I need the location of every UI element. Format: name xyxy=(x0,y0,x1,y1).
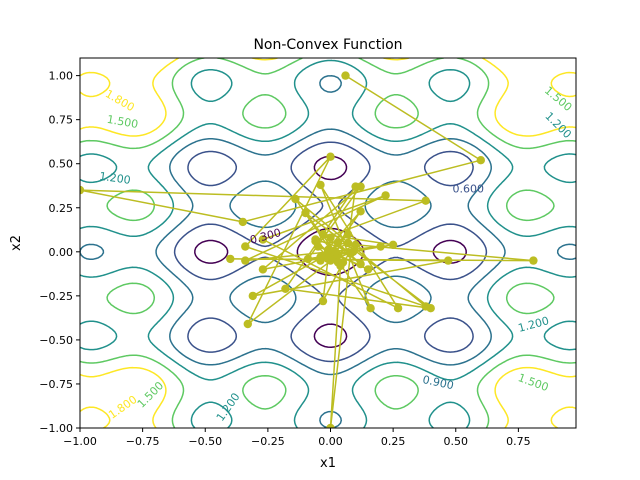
plot-frame xyxy=(79,57,577,429)
path-point xyxy=(421,302,430,311)
y-axis-ticks: −1.00 −0.75 −0.50 −0.25 0.00 0.25 0.50 0.75 1.00 xyxy=(39,70,80,435)
path-point xyxy=(248,291,257,301)
x-axis-ticks: −1.00 −0.75 −0.50 −0.25 0.00 0.25 0.50 0.75 xyxy=(63,428,531,448)
path-point xyxy=(346,249,355,258)
path-point xyxy=(326,256,335,265)
y-tick-label: 0.75 xyxy=(49,114,74,127)
path-point xyxy=(343,230,353,239)
path-point xyxy=(241,256,250,265)
contour-label: 1.200 xyxy=(98,170,131,187)
path-point xyxy=(318,296,328,306)
contour-line-1.800 xyxy=(80,58,576,428)
x-tick-label: 0.75 xyxy=(506,435,531,448)
y-tick-label: −0.50 xyxy=(39,334,73,347)
chart-title: Non-Convex Function xyxy=(253,37,402,53)
x-tick-label: −1.00 xyxy=(63,435,97,448)
path-point xyxy=(241,242,250,251)
path-point xyxy=(529,256,538,265)
contour-line-1.500 xyxy=(80,58,576,428)
contour-line-1.200 xyxy=(80,59,576,428)
path-point xyxy=(351,240,360,249)
path-point xyxy=(476,156,485,165)
path-point xyxy=(341,71,350,80)
path-point xyxy=(258,235,268,244)
contour-label: 0.600 xyxy=(453,182,485,195)
path-point xyxy=(366,304,375,313)
path-point xyxy=(444,256,453,265)
path-point xyxy=(243,319,252,329)
path-point xyxy=(313,242,323,251)
path-point xyxy=(238,217,247,227)
contour-label: 0.900 xyxy=(421,373,455,392)
x-tick-label: −0.25 xyxy=(251,435,285,448)
contour-line-0.900 xyxy=(80,74,576,428)
path-point xyxy=(388,240,398,249)
path-point xyxy=(336,261,345,271)
path-point xyxy=(281,284,290,293)
path-point xyxy=(356,207,365,216)
contour-line-0.600 xyxy=(173,141,488,363)
y-tick-label: 0.25 xyxy=(49,202,74,215)
path-point xyxy=(291,194,300,204)
path-point xyxy=(326,233,335,242)
path-point xyxy=(356,259,365,269)
x-tick-label: 0.00 xyxy=(318,435,343,448)
path-point xyxy=(331,247,340,256)
y-tick-label: 0.00 xyxy=(49,246,74,259)
y-tick-label: −1.00 xyxy=(39,422,73,435)
path-point xyxy=(301,208,310,218)
path-point xyxy=(363,265,373,274)
path-point xyxy=(80,185,85,195)
path-point xyxy=(421,196,430,205)
path-point xyxy=(343,238,353,248)
path-point xyxy=(226,254,235,264)
x-axis-label: x1 xyxy=(320,456,336,471)
path-point xyxy=(326,423,335,428)
x-tick-label: 0.50 xyxy=(444,435,469,448)
x-tick-label: −0.75 xyxy=(126,435,160,448)
y-axis-label: x2 xyxy=(9,235,24,251)
path-point xyxy=(333,238,343,248)
y-tick-label: 1.00 xyxy=(49,70,74,83)
optimization-path xyxy=(80,71,538,428)
y-tick-label: 0.50 xyxy=(49,158,74,171)
x-tick-label: 0.25 xyxy=(381,435,406,448)
path-point xyxy=(316,252,325,262)
path-point xyxy=(376,242,385,251)
contour-label: 1.500 xyxy=(106,113,139,131)
path-point xyxy=(356,182,365,191)
path-point xyxy=(381,191,390,200)
contour-lines xyxy=(80,58,576,428)
y-tick-label: −0.25 xyxy=(39,290,73,303)
path-point xyxy=(311,235,320,244)
path-point xyxy=(393,304,403,313)
path-point xyxy=(258,265,268,274)
path-point xyxy=(318,230,328,239)
path-point xyxy=(326,152,335,161)
y-tick-label: −0.75 xyxy=(39,378,73,391)
path-point xyxy=(316,180,325,190)
path-point xyxy=(323,245,333,255)
x-tick-label: −0.50 xyxy=(188,435,222,448)
path-point xyxy=(303,254,313,264)
